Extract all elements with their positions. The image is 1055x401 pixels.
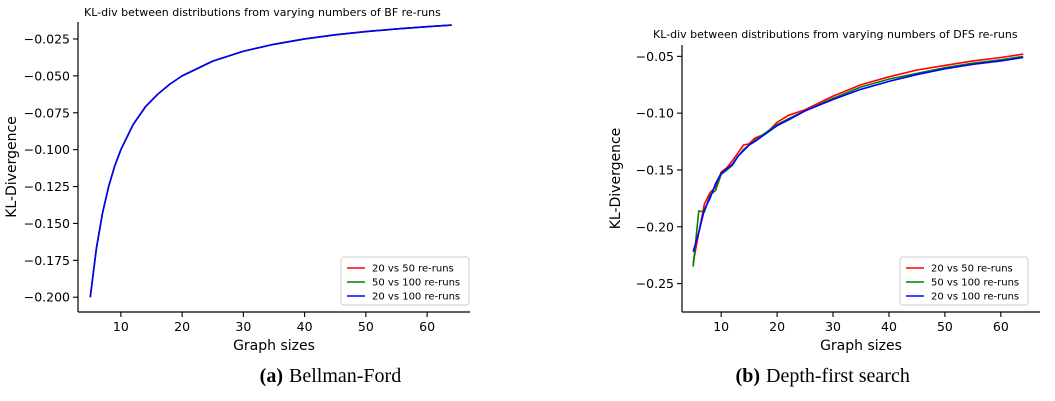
legend-box [340,256,470,306]
series-line-1 [89,24,452,298]
y-tick-label: −0.15 [636,162,674,177]
y-axis-title: KL-Divergence [4,116,20,218]
x-tick-label: 40 [297,319,313,334]
caption-b: (b) Depth-first search [736,365,910,387]
y-tick-label: −0.025 [24,31,70,46]
series-line-2 [692,56,1024,253]
caption-a-text: Bellman-Ford [289,365,401,387]
y-tick-label: −0.050 [24,68,70,83]
y-tick-label: −0.25 [636,276,674,291]
y-tick-label: −0.20 [636,219,674,234]
y-tick-label: −0.175 [24,253,70,268]
y-tick-label: −0.10 [636,106,674,121]
y-tick-label: −0.100 [24,142,70,157]
x-tick-label: 50 [937,319,953,334]
x-tick-label: 30 [825,319,841,334]
y-tick-label: −0.075 [24,105,70,120]
series-line-0 [89,24,452,298]
legend-label: 50 vs 100 re-runs [931,278,1019,289]
x-tick-label: 10 [113,319,129,334]
x-tick-label: 60 [419,319,435,334]
x-axis-title: Graph sizes [233,338,315,354]
x-tick-label: 30 [235,319,251,334]
y-tick-label: −0.05 [636,49,674,64]
y-tick-label: −0.200 [24,290,70,305]
caption-b-text: Depth-first search [766,365,910,387]
panel-bellman-ford: KL-div between distributions from varyin… [4,6,470,354]
chart-title: KL-div between distributions from varyin… [84,6,441,19]
panel-dfs: KL-div between distributions from varyin… [608,28,1040,354]
legend-label: 20 vs 100 re-runs [372,292,460,303]
legend-label: 50 vs 100 re-runs [372,278,460,289]
chart-title: KL-div between distributions from varyin… [653,28,1018,41]
legend-label: 20 vs 100 re-runs [931,292,1019,303]
y-tick-label: −0.150 [24,216,70,231]
legend-label: 20 vs 50 re-runs [931,264,1013,275]
x-tick-label: 40 [881,319,897,334]
x-tick-label: 60 [993,319,1009,334]
caption-a-letter: (a) [260,365,283,387]
y-axis-title: KL-Divergence [608,128,624,230]
caption-a: (a) Bellman-Ford [260,365,402,387]
caption-b-letter: (b) [736,365,760,387]
series-line-2 [89,24,452,298]
x-tick-label: 10 [713,319,729,334]
legend-box [899,256,1029,306]
series-line-1 [692,55,1024,267]
legend-label: 20 vs 50 re-runs [372,264,454,275]
y-tick-label: −0.125 [24,179,70,194]
x-tick-label: 20 [174,319,190,334]
legend: 20 vs 50 re-runs 50 vs 100 re-runs 20 vs 1… [899,256,1029,306]
legend: 20 vs 50 re-runs 50 vs 100 re-runs 20 vs 1… [340,256,470,306]
x-tick-label: 50 [358,319,374,334]
x-axis-title: Graph sizes [820,338,902,354]
series-line-0 [692,53,1024,264]
x-tick-label: 20 [769,319,785,334]
